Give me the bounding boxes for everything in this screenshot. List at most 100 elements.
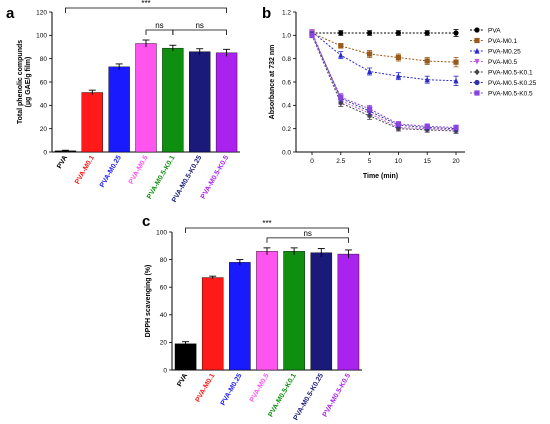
y-tick-label: 0.4 (282, 103, 291, 110)
y-tick-label: 40 (40, 103, 48, 110)
y-tick-label: 100 (156, 229, 167, 236)
category-label: PVA-M0.5-K0.5 (200, 154, 231, 200)
data-point (367, 106, 373, 112)
y-tick-label: 120 (36, 9, 47, 16)
data-point (395, 54, 401, 61)
y-axis-label: Total phenolic compunds (17, 40, 24, 124)
legend-entry: PVA-M0.5 (488, 59, 518, 66)
data-point (424, 123, 430, 129)
y-tick-label: 1.0 (282, 33, 291, 40)
data-point (474, 47, 480, 54)
significance-bracket (145, 29, 174, 35)
legend-entry: PVA-M0.5-K0.25 (488, 80, 537, 87)
legend: PVA PVA-M0.1 PVA-M0.25 PVA-M0.5 PVA-M0.5-K0.… (470, 27, 537, 97)
legend-entry: PVA-M0.5-K0.5 (488, 90, 533, 97)
y-axis-label: Absorbance at 732 nm (269, 45, 276, 120)
data-point (395, 73, 401, 79)
data-point (338, 94, 344, 100)
series (309, 28, 459, 86)
data-point (474, 68, 480, 76)
x-tick-label: 15 (424, 158, 432, 165)
panel-c: c 0 20 40 60 80 100 DPPH scavenging (%) PVA PVA-M… (142, 213, 362, 422)
y-tick-label: 80 (160, 257, 168, 264)
bar (283, 251, 305, 371)
series-line (311, 35, 457, 128)
category-label: PVA-M0.5-K0.1 (146, 154, 177, 200)
bar (201, 277, 224, 371)
data-point (453, 59, 459, 65)
y-tick-label: 0.2 (282, 126, 291, 133)
category-label: PVA-M0.5-K0.5 (322, 372, 353, 418)
significance-bracket (266, 237, 349, 243)
bar (310, 252, 333, 371)
data-point (395, 125, 401, 132)
data-point (338, 30, 344, 36)
y-tick-label: 60 (40, 79, 48, 86)
category-label: PVA (56, 155, 69, 171)
bar (135, 43, 157, 153)
significance-label: *** (262, 219, 271, 228)
x-tick-label: 0 (310, 158, 314, 165)
series-line (311, 31, 457, 82)
data-point (474, 27, 480, 33)
x-tick-label: 20 (452, 158, 460, 165)
bar (108, 66, 130, 153)
series (309, 32, 459, 131)
category-label: PVA-M0.1 (194, 372, 216, 403)
data-point (474, 58, 480, 65)
data-point (309, 32, 315, 38)
y-tick-label: 80 (40, 56, 48, 63)
data-point (474, 37, 480, 44)
bar (256, 251, 278, 371)
category-label: PVA-M0.5-K0.25 (171, 154, 204, 203)
significance-bracket (65, 7, 227, 13)
data-point (395, 121, 401, 127)
y-tick-label: 0 (43, 149, 47, 156)
significance-bracket (172, 29, 227, 35)
x-tick-label: 10 (395, 158, 403, 165)
category-label: PVA-M0.5-K0.1 (267, 372, 298, 418)
y-tick-label: 40 (160, 312, 168, 319)
significance-label: *** (141, 0, 150, 8)
bar (337, 253, 360, 371)
y-axis-label: DPPH scavenging (%) (145, 265, 152, 338)
panel-b: b 0.0 0.2 0.4 0.6 0.8 1.0 1.2 0 2.5 5 10 15 20 Absorba… (262, 5, 537, 180)
y-tick-label: 0 (163, 367, 167, 374)
category-label: PVA (176, 373, 189, 389)
data-point (367, 51, 373, 57)
data-point (453, 124, 459, 131)
x-tick-label: 2.5 (336, 158, 345, 165)
y-tick-label: 0.0 (282, 149, 291, 156)
category-label: PVA-M0.5-K0.25 (293, 372, 326, 421)
data-point (453, 77, 459, 84)
data-point (424, 30, 430, 36)
panel-letter: a (6, 5, 15, 22)
bar (229, 262, 251, 371)
series (309, 30, 459, 68)
bar (162, 47, 184, 153)
series-line (311, 35, 457, 132)
data-point (424, 58, 430, 64)
bar (174, 343, 197, 371)
y-axis-label: (µg GAE/g film) (25, 57, 32, 108)
panel-letter: b (262, 5, 271, 22)
significance-bracket (185, 227, 349, 233)
y-tick-label: 20 (160, 340, 168, 347)
data-point (395, 30, 401, 36)
significance-label: ns (155, 21, 163, 30)
y-tick-label: 60 (160, 285, 168, 292)
bar (189, 51, 211, 153)
category-label: PVA-M0.25 (220, 372, 244, 406)
significance-label: ns (303, 229, 311, 238)
data-point (367, 30, 373, 36)
y-tick-label: 0.8 (282, 56, 291, 63)
y-tick-label: 0.6 (282, 79, 291, 86)
series-line (311, 33, 457, 130)
data-point (474, 90, 480, 96)
legend-entry: PVA-M0.25 (488, 48, 521, 55)
x-tick-label: 5 (368, 158, 372, 165)
category-label: PVA-M0.1 (74, 154, 96, 185)
data-point (367, 112, 373, 119)
data-point (338, 52, 344, 58)
data-point (453, 30, 459, 36)
